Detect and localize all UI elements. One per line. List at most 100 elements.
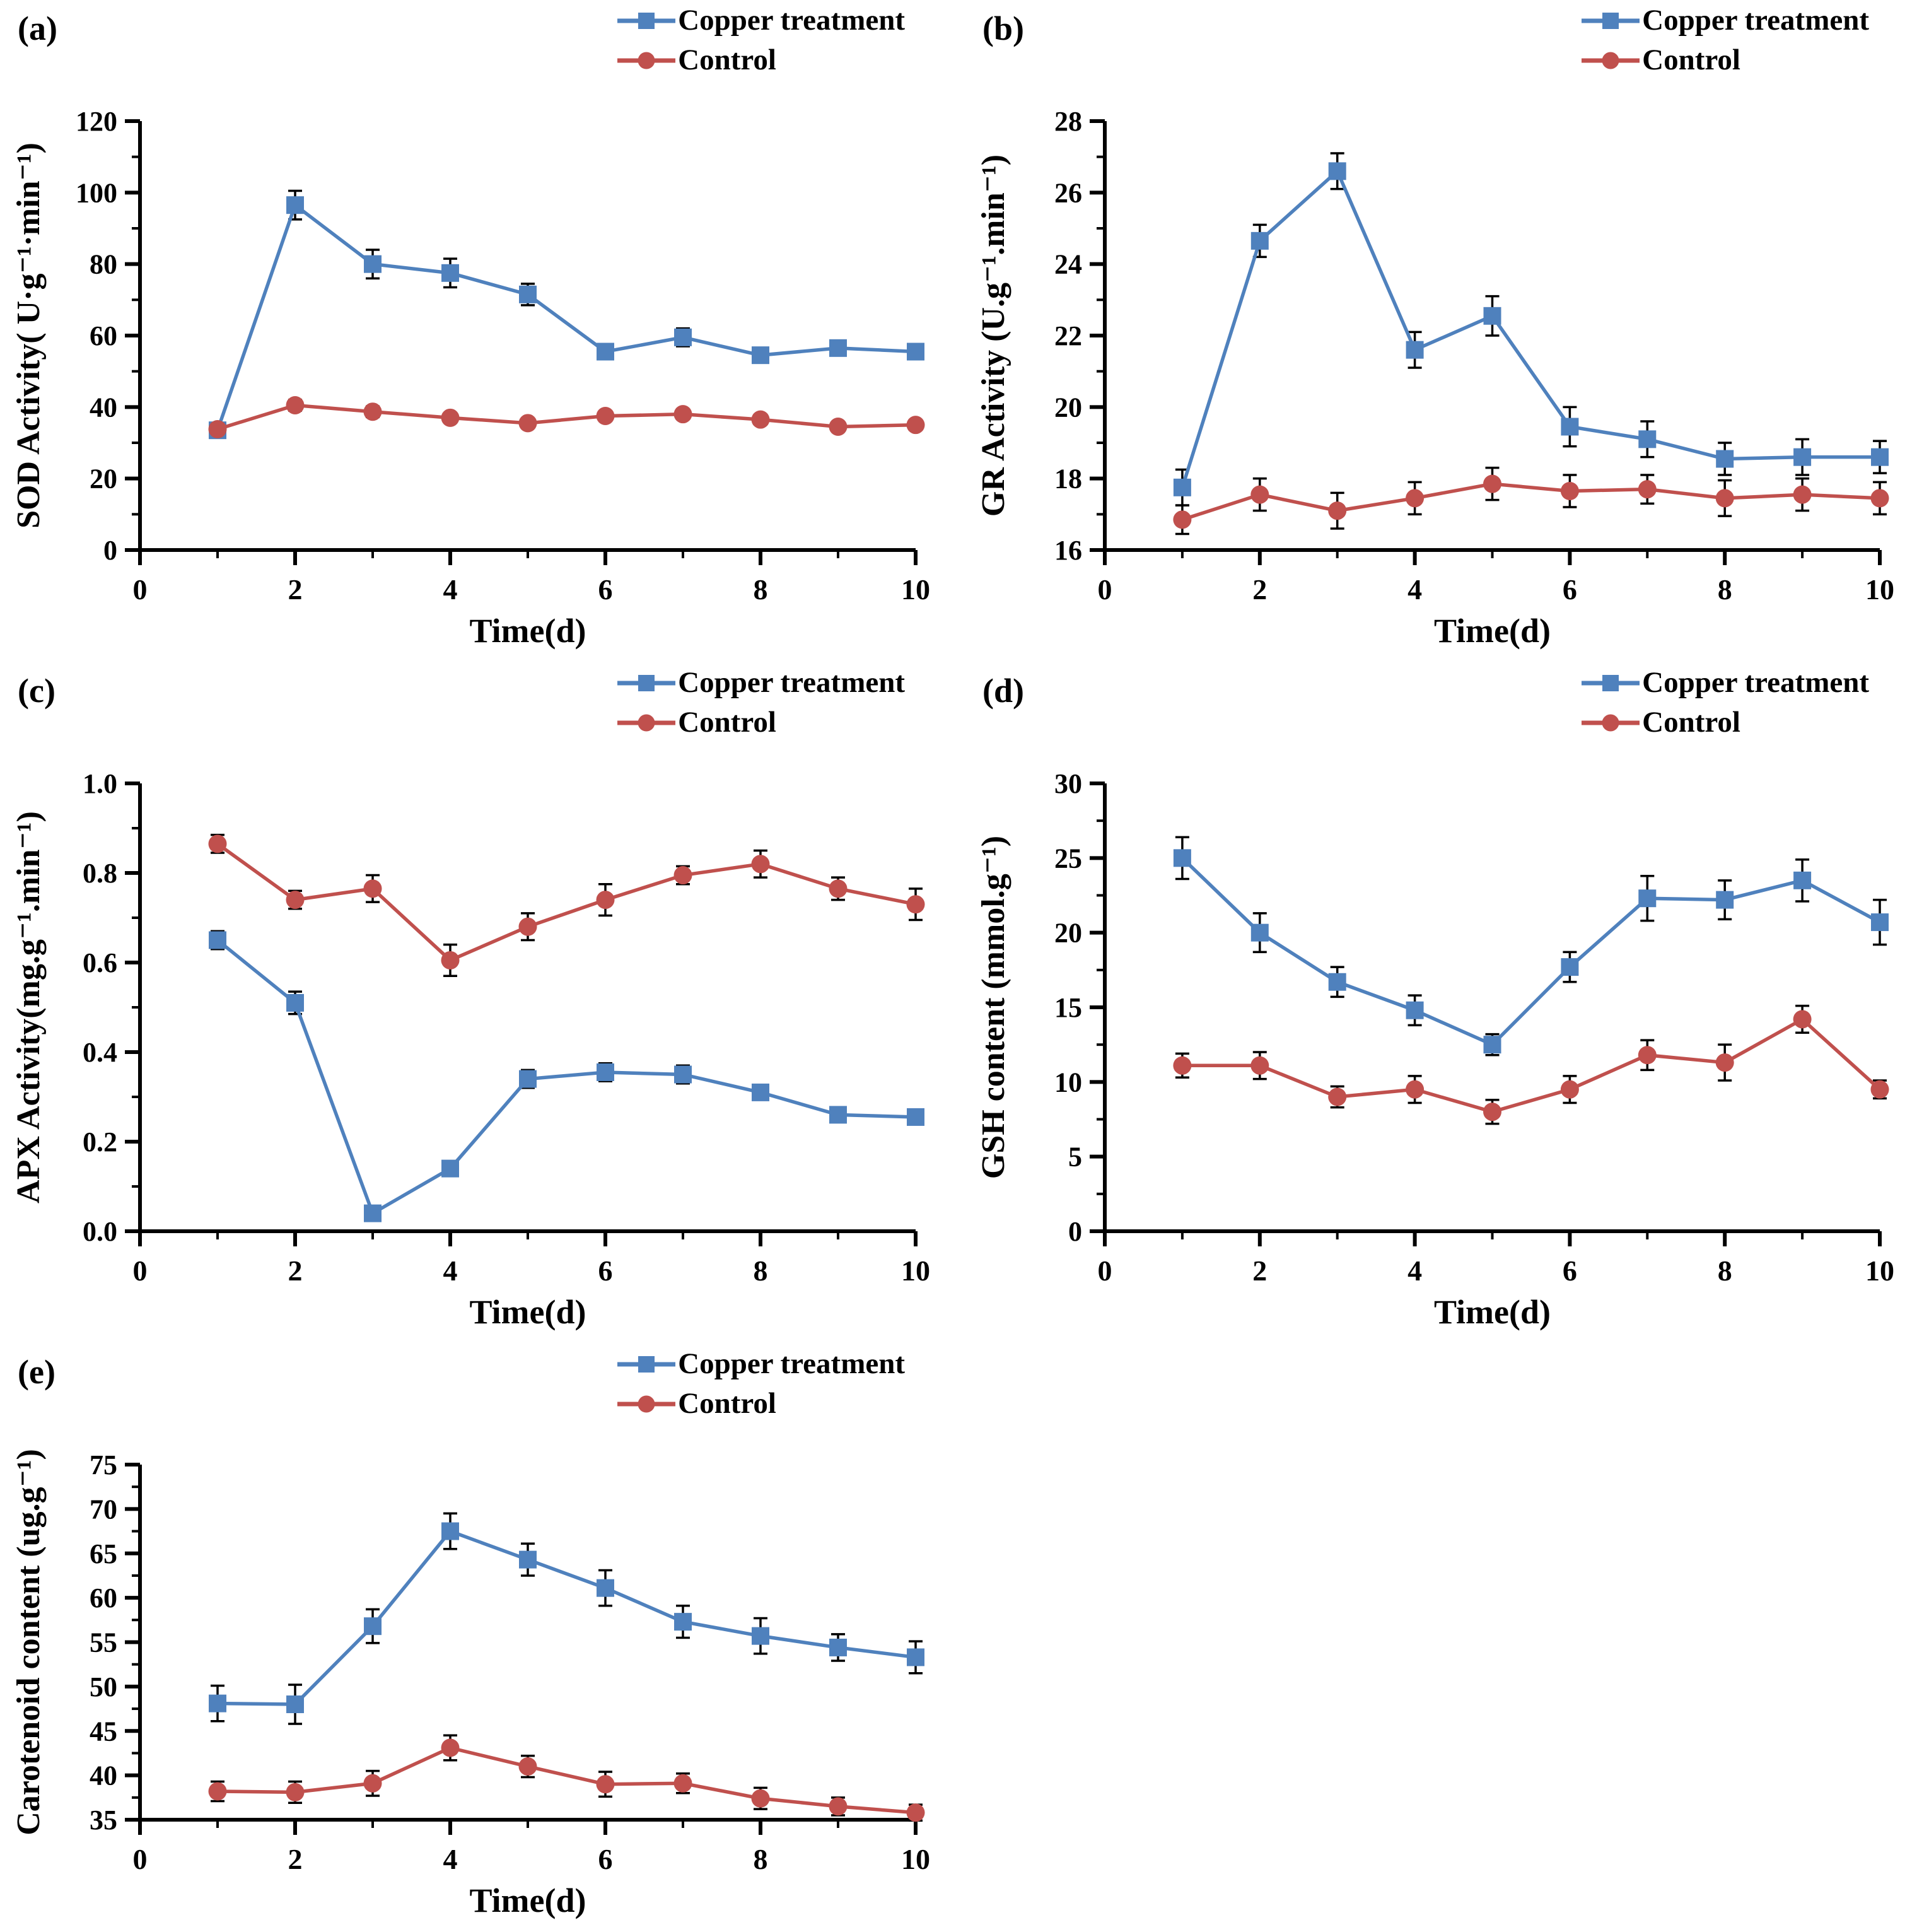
panel-a-legend: Copper treatment Control [616,4,905,77]
svg-text:0.6: 0.6 [83,947,117,978]
legend-label-control: Control [678,44,776,77]
control-series-marker-icon [1582,52,1640,69]
svg-text:Time(d): Time(d) [470,612,586,650]
svg-text:22: 22 [1054,320,1082,351]
svg-text:80: 80 [90,249,117,280]
copper-series-marker-icon [617,12,676,29]
panel-d-chart-area: 0 5 10 15 20 25 30 0 2 4 6 8 10 Time(d) GSH content (m… [965,757,1929,1344]
svg-text:15: 15 [1054,992,1082,1023]
legend-item-copper: Copper treatment [616,4,905,36]
svg-text:0: 0 [103,535,117,566]
svg-text:2: 2 [1252,1255,1267,1287]
svg-text:25: 25 [1054,843,1082,874]
svg-text:8: 8 [754,1843,768,1875]
svg-text:30: 30 [1054,768,1082,799]
legend-item-control: Control [1580,44,1740,77]
legend-item-copper: Copper treatment [1580,667,1869,698]
legend-label-copper: Copper treatment [1642,4,1869,37]
panel-d: (d) Copper treatment Control 0 5 10 15 20 25 3… [965,662,1929,1344]
svg-text:0.8: 0.8 [83,858,117,889]
panel-c: (c) Copper treatment Control 0.0 0.2 0.4 0.… [0,662,965,1344]
control-series-marker-icon [617,52,676,69]
panel-d-letter: (d) [982,672,1024,710]
svg-text:6: 6 [598,573,613,606]
svg-text:18: 18 [1054,464,1082,495]
legend-item-copper: Copper treatment [616,1348,905,1379]
svg-text:1.0: 1.0 [83,768,117,799]
gsh-content-chart: 0 5 10 15 20 25 30 0 2 4 6 8 10 Time(d) GSH content (m… [976,768,1894,1331]
legend-item-control: Control [616,1388,776,1419]
svg-text:0: 0 [1098,573,1112,606]
panel-e-letter: (e) [18,1353,55,1391]
copper-series-marker-icon [1582,674,1640,691]
svg-text:APX Activity(mg.g⁻¹.min⁻¹): APX Activity(mg.g⁻¹.min⁻¹) [11,811,47,1203]
legend-item-control: Control [616,706,776,738]
panel-b-legend: Copper treatment Control [1580,4,1869,77]
svg-text:4: 4 [443,1843,458,1875]
panel-e-chart-area: 35 40 45 50 55 60 65 70 75 0 2 4 6 8 10 Time(d) Caroteno… [0,1438,965,1932]
empty-cell [965,1344,1929,1932]
panel-a-letter: (a) [18,9,57,47]
svg-text:35: 35 [90,1805,117,1835]
control-series-marker-icon [1582,714,1640,732]
svg-text:5: 5 [1068,1142,1082,1173]
svg-text:16: 16 [1054,535,1082,566]
svg-text:Time(d): Time(d) [470,1293,586,1331]
sod-activity-chart: 0 20 40 60 80 100 120 0 2 4 6 8 10 Time(d) SOD Activit… [11,106,930,650]
svg-text:10: 10 [901,1255,930,1287]
legend-item-copper: Copper treatment [1580,4,1869,37]
svg-text:70: 70 [90,1494,117,1525]
svg-text:28: 28 [1054,106,1082,137]
svg-text:40: 40 [90,392,117,423]
panel-e-header: (e) Copper treatment Control [0,1344,965,1438]
svg-text:10: 10 [1054,1067,1082,1098]
copper-series-marker-icon [1582,12,1640,29]
svg-text:24: 24 [1054,249,1082,280]
panel-c-letter: (c) [18,672,55,710]
svg-text:8: 8 [754,573,768,606]
svg-text:40: 40 [90,1760,117,1791]
svg-text:8: 8 [1718,1255,1732,1287]
svg-text:6: 6 [1563,573,1577,606]
svg-text:6: 6 [1563,1255,1577,1287]
panel-b-chart-area: 16 18 20 22 24 26 28 0 2 4 6 8 10 Time(d) GR Activity … [965,95,1929,662]
svg-text:10: 10 [901,1843,930,1875]
copper-series-marker-icon [617,1355,676,1373]
svg-text:10: 10 [1865,573,1894,606]
svg-text:0: 0 [1068,1216,1082,1247]
svg-text:8: 8 [754,1255,768,1287]
svg-text:6: 6 [598,1255,613,1287]
svg-text:4: 4 [443,1255,458,1287]
legend-item-control: Control [616,44,776,77]
svg-text:0: 0 [133,1843,148,1875]
svg-text:2: 2 [288,1843,303,1875]
svg-text:50: 50 [90,1671,117,1702]
panel-d-legend: Copper treatment Control [1580,667,1869,739]
svg-text:0: 0 [133,1255,148,1287]
svg-text:GR Activity (U.g⁻¹.min⁻¹): GR Activity (U.g⁻¹.min⁻¹) [976,155,1011,517]
svg-text:GSH content (mmol.g⁻¹): GSH content (mmol.g⁻¹) [976,836,1011,1179]
svg-text:0.0: 0.0 [83,1216,117,1247]
panel-c-chart-area: 0.0 0.2 0.4 0.6 0.8 1.0 0 2 4 6 8 10 Time(d) APX Acti… [0,757,965,1344]
svg-text:75: 75 [90,1449,117,1480]
svg-text:60: 60 [90,320,117,351]
svg-text:120: 120 [76,106,117,137]
svg-text:0.2: 0.2 [83,1127,117,1157]
legend-label-control: Control [678,1387,776,1420]
panel-b-letter: (b) [982,9,1024,47]
svg-text:10: 10 [901,573,930,606]
legend-label-control: Control [1642,44,1740,77]
control-series-marker-icon [617,714,676,732]
legend-label-copper: Copper treatment [678,666,905,699]
svg-text:Time(d): Time(d) [1434,1293,1551,1331]
svg-text:Time(d): Time(d) [470,1882,586,1919]
legend-label-control: Control [1642,706,1740,739]
panel-a-header: (a) Copper treatment Control [0,0,965,95]
svg-text:2: 2 [288,573,303,606]
panel-a: (a) Copper treatment Control 0 20 40 60 80 10… [0,0,965,662]
svg-text:20: 20 [1054,918,1082,949]
svg-text:20: 20 [90,464,117,495]
panel-b-header: (b) Copper treatment Control [965,0,1929,95]
